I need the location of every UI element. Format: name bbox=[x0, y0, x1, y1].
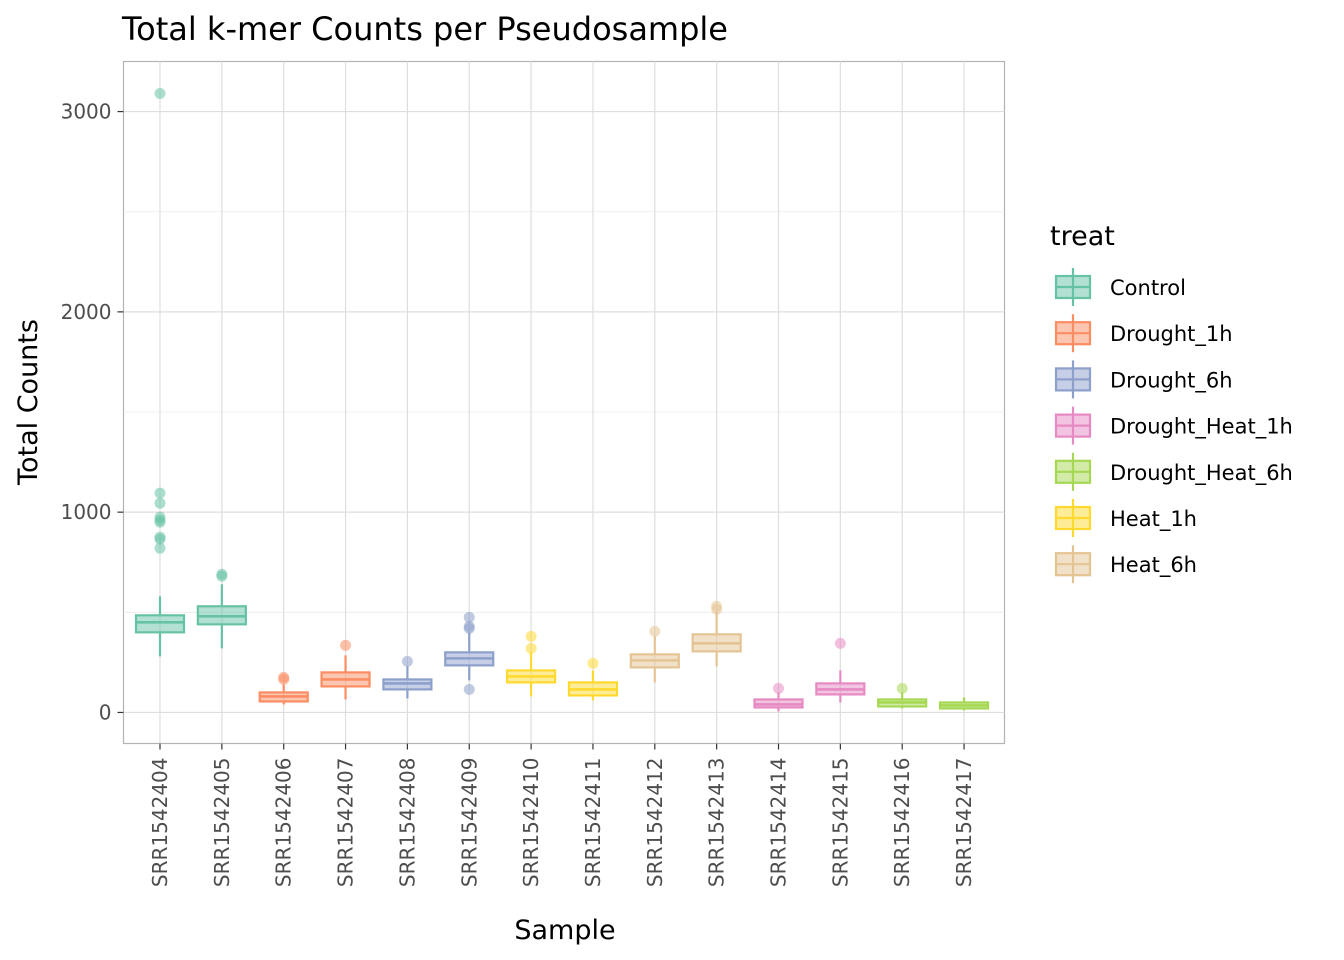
x-axis-ticks: SRR1542404 SRR1542405 SRR1542406 SRR1542407… bbox=[148, 743, 976, 888]
outlier-point bbox=[463, 622, 475, 634]
box-SRR1542404 bbox=[134, 88, 186, 657]
legend-item-Control: Control bbox=[1054, 268, 1186, 306]
y-tick-label: 3000 bbox=[61, 100, 112, 124]
outlier-point bbox=[463, 611, 475, 623]
box-SRR1542411 bbox=[567, 657, 619, 701]
box-SRR1542407 bbox=[320, 639, 371, 700]
box-SRR1542412 bbox=[629, 625, 680, 683]
outlier-point bbox=[711, 603, 723, 615]
box-SRR1542405 bbox=[196, 568, 247, 649]
outlier-point bbox=[216, 570, 228, 582]
legend-item-Drought_Heat_6h: Drought_Heat_6h bbox=[1054, 452, 1293, 491]
box-SRR1542416 bbox=[877, 682, 928, 709]
x-tick-label: SRR1542406 bbox=[272, 758, 296, 888]
plot-panel bbox=[122, 60, 1006, 745]
legend-item-Drought_1h: Drought_1h bbox=[1054, 314, 1233, 353]
y-tick-label: 1000 bbox=[61, 500, 112, 524]
box-SRR1542406 bbox=[258, 671, 309, 705]
outlier-point bbox=[896, 682, 908, 694]
legend-label: Drought_6h bbox=[1110, 368, 1233, 393]
outlier-point bbox=[154, 88, 166, 100]
legend-label: Heat_6h bbox=[1110, 553, 1197, 578]
legend: treat Control Drought_1h Drought_6h Drought… bbox=[1050, 221, 1293, 584]
x-tick-label: SRR1542411 bbox=[581, 758, 605, 888]
box-SRR1542414 bbox=[753, 682, 804, 712]
x-axis-title: Sample bbox=[514, 915, 615, 946]
outlier-point bbox=[154, 487, 166, 499]
y-tick-label: 2000 bbox=[61, 300, 112, 324]
legend-item-Heat_1h: Heat_1h bbox=[1054, 499, 1197, 537]
x-tick-label: SRR1542412 bbox=[643, 758, 667, 888]
box-SRR1542415 bbox=[815, 637, 866, 703]
outlier-point bbox=[154, 497, 166, 509]
outlier-point bbox=[154, 533, 166, 545]
outlier-point bbox=[587, 657, 599, 669]
legend-item-Drought_6h: Drought_6h bbox=[1054, 360, 1233, 399]
outlier-point bbox=[278, 673, 290, 685]
y-axis-ticks: 0 1000 2000 3000 bbox=[61, 100, 124, 724]
outlier-point bbox=[649, 625, 661, 637]
legend-label: Control bbox=[1110, 276, 1186, 300]
outlier-point bbox=[834, 637, 846, 649]
box-SRR1542413 bbox=[691, 600, 742, 667]
box-SRR1542417 bbox=[938, 697, 990, 711]
chart-title: Total k-mer Counts per Pseudosample bbox=[121, 10, 728, 48]
x-tick-label: SRR1542407 bbox=[334, 758, 358, 888]
x-tick-label: SRR1542415 bbox=[828, 758, 852, 888]
box-plots bbox=[134, 88, 990, 712]
x-tick-label: SRR1542414 bbox=[767, 758, 791, 888]
legend-label: Drought_Heat_6h bbox=[1110, 461, 1293, 486]
legend-item-Drought_Heat_1h: Drought_Heat_1h bbox=[1054, 406, 1293, 445]
box-SRR1542409 bbox=[444, 611, 495, 695]
outlier-point bbox=[463, 683, 475, 695]
box-SRR1542408 bbox=[382, 655, 433, 699]
outlier-point bbox=[401, 655, 413, 667]
legend-label: Drought_1h bbox=[1110, 322, 1233, 347]
x-tick-label: SRR1542413 bbox=[705, 758, 729, 888]
outlier-point bbox=[340, 639, 352, 651]
legend-title: treat bbox=[1050, 221, 1115, 252]
x-tick-label: SRR1542410 bbox=[519, 758, 543, 888]
box-SRR1542410 bbox=[506, 630, 557, 697]
x-tick-label: SRR1542404 bbox=[148, 758, 172, 888]
outlier-point bbox=[525, 630, 537, 642]
outlier-point bbox=[773, 682, 784, 694]
y-tick-label: 0 bbox=[99, 700, 112, 724]
x-tick-label: SRR1542417 bbox=[952, 758, 976, 888]
outlier-point bbox=[154, 542, 166, 554]
outlier-point bbox=[154, 516, 166, 528]
legend-item-Heat_6h: Heat_6h bbox=[1054, 545, 1197, 584]
x-tick-label: SRR1542405 bbox=[210, 758, 234, 888]
x-tick-label: SRR1542416 bbox=[890, 758, 914, 888]
legend-label: Drought_Heat_1h bbox=[1110, 415, 1293, 440]
x-tick-label: SRR1542408 bbox=[395, 758, 419, 888]
x-tick-label: SRR1542409 bbox=[457, 758, 481, 888]
outlier-point bbox=[525, 642, 537, 654]
box-iqr bbox=[134, 614, 186, 634]
legend-label: Heat_1h bbox=[1110, 507, 1197, 532]
y-axis-title: Total Counts bbox=[13, 319, 44, 486]
